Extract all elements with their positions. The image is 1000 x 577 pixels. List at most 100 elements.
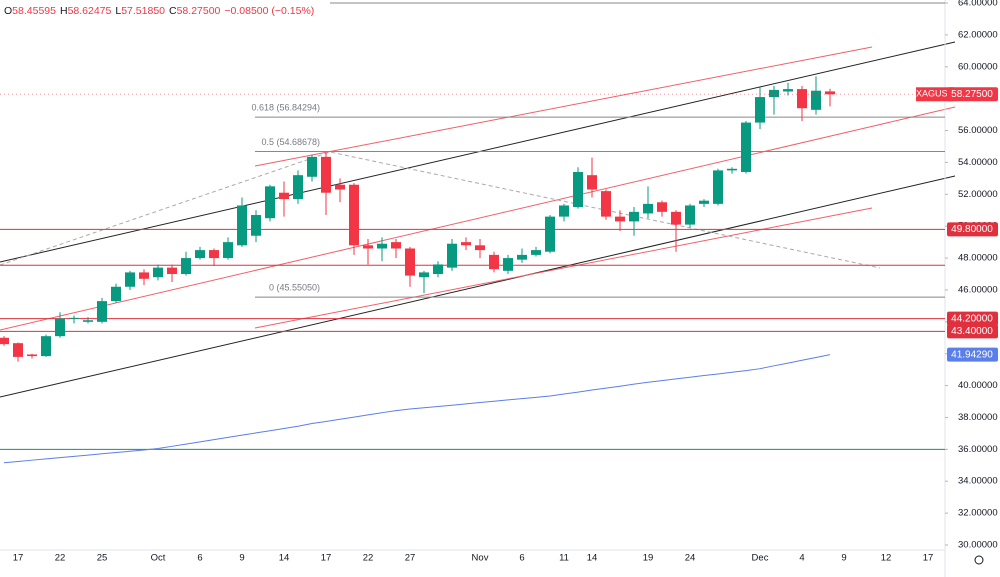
candle-body xyxy=(153,267,163,278)
candle-body xyxy=(741,122,751,172)
last-price-label: 58.27500 xyxy=(951,89,993,100)
candle-body xyxy=(97,301,107,322)
y-tick-label: 46.00000 xyxy=(958,284,998,295)
candle-body xyxy=(209,250,219,259)
y-tick-label: 40.00000 xyxy=(958,380,998,391)
fib-label: 0.5 (54.68678) xyxy=(261,137,320,147)
x-tick-label: 6 xyxy=(197,553,202,564)
x-tick-label: 17 xyxy=(321,553,332,564)
candle-body xyxy=(503,258,513,271)
x-tick-label: 4 xyxy=(799,553,804,564)
y-tick-label: 34.00000 xyxy=(958,476,998,487)
x-tick-label: Nov xyxy=(472,553,489,564)
candle-body xyxy=(265,186,275,219)
settings-icon[interactable] xyxy=(974,555,984,565)
x-tick-label: 14 xyxy=(279,553,290,564)
candle-body xyxy=(643,203,653,214)
candle-body xyxy=(377,243,387,249)
ohlc-value: 58.27500 xyxy=(177,5,221,17)
y-tick-label: 56.00000 xyxy=(958,125,998,136)
candle-body xyxy=(321,156,331,193)
candle-body xyxy=(615,216,625,222)
candle-body xyxy=(713,170,723,204)
trend-line xyxy=(0,175,956,398)
ohlc-key: C xyxy=(169,5,177,17)
y-tick-label: 60.00000 xyxy=(958,61,998,72)
x-tick-label: 24 xyxy=(685,553,696,564)
level-label-box xyxy=(947,324,998,339)
candle-body xyxy=(195,250,205,259)
candle-body xyxy=(419,272,429,278)
level-label-box xyxy=(947,311,998,326)
candle-body xyxy=(461,242,471,246)
x-tick-label: 19 xyxy=(643,553,654,564)
moving-average xyxy=(3,354,831,464)
y-tick-label: 30.00000 xyxy=(958,540,998,551)
y-tick-label: 32.00000 xyxy=(958,508,998,519)
candle-body xyxy=(41,336,51,357)
ohlc-key: O xyxy=(4,5,12,17)
x-tick-label: 22 xyxy=(363,553,374,564)
candle-body xyxy=(251,215,261,236)
candle-body xyxy=(363,245,373,249)
candle-body xyxy=(769,89,779,98)
y-tick-label: 54.00000 xyxy=(958,157,998,168)
settings-icon[interactable] xyxy=(974,555,984,565)
ma-label: 41.94290 xyxy=(951,349,993,360)
candle-body xyxy=(685,205,695,225)
ohlc-value: 58.62475 xyxy=(68,5,112,17)
ohlc-value: 58.45595 xyxy=(12,5,56,17)
candle-body xyxy=(391,242,401,249)
candle-body xyxy=(167,267,177,275)
symbol-label: XAGUSD xyxy=(916,89,955,99)
level-label: 43.40000 xyxy=(951,326,993,337)
trend-line xyxy=(0,106,956,331)
ohlc-key: H xyxy=(60,5,68,17)
x-tick-label: 17 xyxy=(13,553,24,564)
trend-line xyxy=(254,207,873,329)
candle-body xyxy=(531,250,541,255)
candle-body xyxy=(657,202,667,212)
candle-body xyxy=(83,320,93,322)
trend-line xyxy=(0,41,956,263)
y-tick-label: 36.00000 xyxy=(958,444,998,455)
x-tick-label: 17 xyxy=(923,553,934,564)
x-tick-label: Oct xyxy=(151,553,166,564)
candle-body xyxy=(27,354,37,357)
trend-line xyxy=(254,46,873,167)
level-label: 44.20000 xyxy=(951,313,993,324)
x-tick-label: 14 xyxy=(587,553,598,564)
x-tick-label: 27 xyxy=(405,553,416,564)
candle-body xyxy=(601,191,611,217)
candle-body xyxy=(125,272,135,287)
candle-body xyxy=(727,168,737,171)
candle-body xyxy=(517,254,527,260)
fib-label: 0.618 (56.84294) xyxy=(251,102,320,112)
candle-body xyxy=(825,91,835,95)
candle-body xyxy=(573,171,583,208)
candle-body xyxy=(489,254,499,270)
candle-body xyxy=(783,89,793,92)
candle-body xyxy=(293,175,303,200)
candle-body xyxy=(447,243,457,268)
x-tick-label: 9 xyxy=(841,553,846,564)
y-tick-label: 62.00000 xyxy=(958,29,998,40)
y-tick-label: 38.00000 xyxy=(958,412,998,423)
x-tick-label: 6 xyxy=(519,553,524,564)
candle-body xyxy=(307,156,317,177)
candle-body xyxy=(111,286,121,302)
last-price-label-box xyxy=(947,87,998,102)
fib-label: 0 (45.55050) xyxy=(269,282,320,292)
candle-body xyxy=(139,272,149,279)
candle-body xyxy=(433,264,443,275)
level-label: 49.80000 xyxy=(951,224,993,235)
ohlc-header: O58.45595 H58.62475 L57.51850 C58.27500 −0.0… xyxy=(4,5,314,17)
candle-body xyxy=(811,90,821,110)
candle-body xyxy=(335,184,345,190)
candle-body xyxy=(755,97,765,123)
x-tick-label: 12 xyxy=(881,553,892,564)
candle-body xyxy=(223,242,233,259)
candle-body xyxy=(797,89,807,109)
candle-body xyxy=(629,211,639,222)
